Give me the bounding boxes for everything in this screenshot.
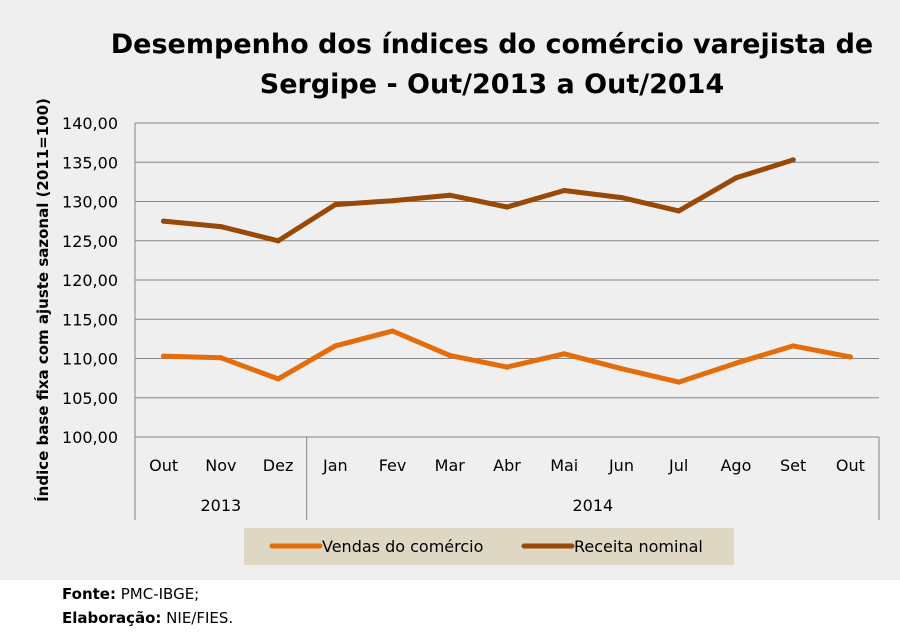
data-point [447,352,453,358]
legend-box [244,528,734,565]
legend-label: Receita nominal [574,537,703,556]
data-point [790,343,796,349]
y-tick-label: 110,00 [62,350,118,369]
data-point [389,198,396,204]
gridlines [134,122,880,520]
y-axis-label: Índice base fixa com ajuste sazonal (201… [33,98,52,502]
source-line: Fonte: PMC-IBGE; [62,582,233,606]
data-point [790,157,796,163]
x-group-labels: 2013 2014 [200,496,613,515]
x-group-label: 2014 [572,496,613,515]
x-tick-label: Out [836,456,865,475]
y-tick-label: 140,00 [62,114,118,133]
data-point [676,379,682,385]
x-tick-label: Mai [550,456,578,475]
legend: Vendas do comércio Receita nominal [244,528,734,565]
data-point [218,355,224,361]
x-tick-label: Abr [493,456,521,475]
x-tick-label: Mar [435,456,466,475]
data-point [676,208,682,214]
x-tick-label: Ago [720,456,751,475]
y-tick-label: 135,00 [62,153,118,172]
data-point [218,224,224,230]
credit-line: Elaboração: NIE/FIES. [62,606,233,630]
x-tick-label: Out [149,456,178,475]
data-point [618,366,625,372]
credit-value: NIE/FIES. [166,609,234,627]
chart-area: Desempenho dos índices do comércio varej… [0,0,900,580]
x-tick-label: Dez [263,456,294,475]
data-point [847,354,853,360]
y-tick-labels: 100,00 105,00 110,00 115,00 120,00 125,00 130,… [62,114,118,447]
y-tick-label: 120,00 [62,271,118,290]
data-point [332,202,338,208]
source-label: Fonte: [62,585,116,603]
x-tick-label: Jan [322,456,348,475]
y-tick-label: 115,00 [62,310,118,329]
line-chart: Desempenho dos índices do comércio varej… [33,29,880,565]
x-group-label: 2013 [200,496,241,515]
x-tick-label: Fev [379,456,407,475]
data-point [275,238,281,244]
y-tick-label: 125,00 [62,232,118,251]
data-point [504,364,510,370]
data-point [561,187,567,194]
data-point [561,351,567,357]
data-point [618,194,625,201]
x-tick-label: Jul [668,456,688,475]
footer: Fonte: PMC-IBGE; Elaboração: NIE/FIES. [62,582,233,630]
y-tick-label: 105,00 [62,389,118,408]
data-point [332,343,338,349]
data-point [504,204,510,210]
data-point [275,376,281,382]
data-point [447,192,453,198]
data-point [733,360,739,366]
x-tick-labels: Out Nov Dez Jan Fev Mar Abr Mai Jun Jul Ago Set Out [149,456,865,475]
source-value: PMC-IBGE; [120,585,200,603]
data-point [389,328,396,334]
chart-title: Desempenho dos índices do comércio varej… [111,29,873,100]
chart-title-line-2: Sergipe - Out/2013 a Out/2014 [260,69,725,100]
data-point [161,353,167,359]
x-tick-label: Nov [205,456,236,475]
legend-label: Vendas do comércio [322,537,483,556]
x-tick-label: Jun [608,456,634,475]
series-line-receita [161,157,796,244]
data-point [733,175,739,181]
series-lines [161,157,853,385]
x-tick-label: Set [780,456,806,475]
y-tick-label: 100,00 [62,428,118,447]
data-point [161,218,167,224]
y-tick-label: 130,00 [62,193,118,212]
chart-title-line-1: Desempenho dos índices do comércio varej… [111,29,873,60]
series-line-vendas [161,328,853,385]
credit-label: Elaboração: [62,609,162,627]
